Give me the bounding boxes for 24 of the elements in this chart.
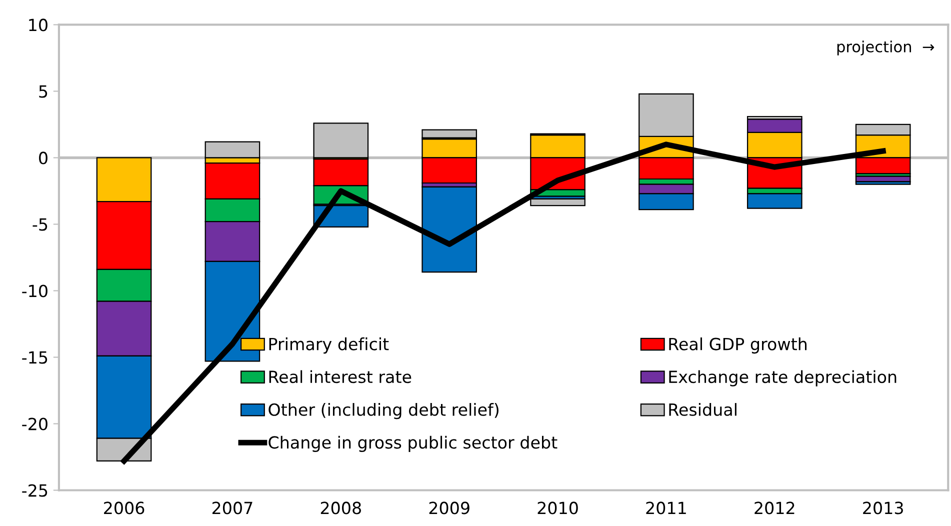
x-tick-label: 2007 (212, 502, 252, 514)
x-tick-label: 2006 (104, 502, 144, 514)
y-tick-label: -25 (22, 484, 48, 497)
legend-label: Real GDP growth (669, 337, 806, 354)
legend-label: Change in gross public sector debt (268, 436, 558, 452)
legend-label: Primary deficit (269, 337, 389, 354)
y-tick-label: -10 (22, 284, 48, 298)
annotation: projection → (837, 40, 934, 56)
x-tick-label: 2009 (429, 502, 470, 514)
x-tick-label: 2013 (863, 502, 903, 514)
y-tick-label: 5 (39, 85, 48, 98)
x-tick-label: 2012 (754, 502, 794, 514)
x-tick-label: 2008 (320, 502, 361, 514)
legend-label: Exchange rate depreciation (669, 370, 896, 386)
y-tick-label: 10 (29, 18, 48, 32)
x-tick-label: 2011 (646, 502, 686, 514)
legend-label: Residual (669, 403, 736, 416)
legend-label: Other (including debt relief) (268, 403, 498, 420)
y-tick-label: 0 (39, 152, 48, 164)
x-tick-label: 2010 (538, 502, 578, 514)
legend-label: Real interest rate (269, 370, 412, 384)
y-tick-label: -20 (22, 418, 48, 430)
y-tick-label: -5 (32, 218, 48, 231)
y-tick-label: -15 (22, 351, 48, 364)
